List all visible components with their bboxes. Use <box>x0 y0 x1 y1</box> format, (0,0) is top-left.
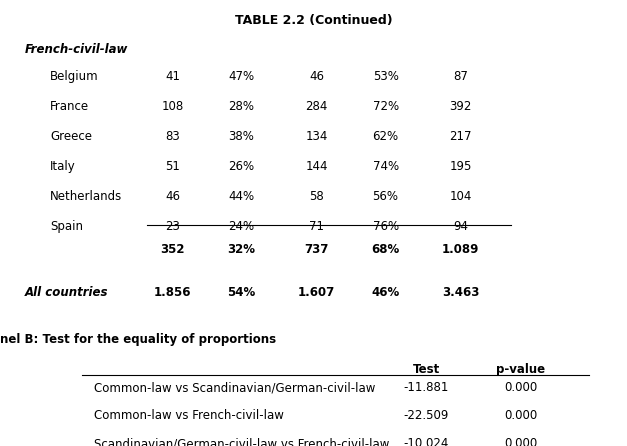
Text: 3.463: 3.463 <box>442 286 480 299</box>
Text: 217: 217 <box>450 130 472 143</box>
Text: 144: 144 <box>305 160 328 173</box>
Text: 284: 284 <box>305 100 328 113</box>
Text: 56%: 56% <box>372 190 399 203</box>
Text: Scandinavian/German-civil-law vs French-civil-law: Scandinavian/German-civil-law vs French-… <box>94 437 389 446</box>
Text: 1.089: 1.089 <box>442 243 480 256</box>
Text: 58: 58 <box>309 190 324 203</box>
Text: 104: 104 <box>450 190 472 203</box>
Text: 38%: 38% <box>228 130 255 143</box>
Text: 32%: 32% <box>228 243 255 256</box>
Text: -10.024: -10.024 <box>404 437 449 446</box>
Text: France: France <box>50 100 89 113</box>
Text: 94: 94 <box>453 220 468 233</box>
Text: 47%: 47% <box>228 70 255 83</box>
Text: Belgium: Belgium <box>50 70 99 83</box>
Text: 46: 46 <box>309 70 324 83</box>
Text: Greece: Greece <box>50 130 92 143</box>
Text: Common-law vs French-civil-law: Common-law vs French-civil-law <box>94 409 284 422</box>
Text: 83: 83 <box>165 130 180 143</box>
Text: TABLE 2.2 (Continued): TABLE 2.2 (Continued) <box>234 13 393 27</box>
Text: 28%: 28% <box>228 100 255 113</box>
Text: Common-law vs Scandinavian/German-civil-law: Common-law vs Scandinavian/German-civil-… <box>94 381 376 394</box>
Text: French-civil-law: French-civil-law <box>25 43 129 56</box>
Text: nel B: Test for the equality of proportions: nel B: Test for the equality of proporti… <box>0 333 276 347</box>
Text: 46: 46 <box>165 190 180 203</box>
Text: 1.607: 1.607 <box>298 286 335 299</box>
Text: 68%: 68% <box>371 243 400 256</box>
Text: Netherlands: Netherlands <box>50 190 122 203</box>
Text: 54%: 54% <box>227 286 256 299</box>
Text: 71: 71 <box>309 220 324 233</box>
Text: Test: Test <box>413 363 440 376</box>
Text: 44%: 44% <box>228 190 255 203</box>
Text: 72%: 72% <box>372 100 399 113</box>
Text: 392: 392 <box>450 100 472 113</box>
Text: 1.856: 1.856 <box>154 286 191 299</box>
Text: 76%: 76% <box>372 220 399 233</box>
Text: 51: 51 <box>165 160 180 173</box>
Text: 108: 108 <box>161 100 184 113</box>
Text: All countries: All countries <box>25 286 108 299</box>
Text: 53%: 53% <box>372 70 399 83</box>
Text: Italy: Italy <box>50 160 76 173</box>
Text: Spain: Spain <box>50 220 83 233</box>
Text: 24%: 24% <box>228 220 255 233</box>
Text: -22.509: -22.509 <box>404 409 449 422</box>
Text: 0.000: 0.000 <box>503 437 537 446</box>
Text: 352: 352 <box>160 243 185 256</box>
Text: 74%: 74% <box>372 160 399 173</box>
Text: 195: 195 <box>450 160 472 173</box>
Text: 0.000: 0.000 <box>503 381 537 394</box>
Text: 41: 41 <box>165 70 180 83</box>
Text: 737: 737 <box>305 243 329 256</box>
Text: 62%: 62% <box>372 130 399 143</box>
Text: 134: 134 <box>305 130 328 143</box>
Text: -11.881: -11.881 <box>404 381 449 394</box>
Text: 87: 87 <box>453 70 468 83</box>
Text: 46%: 46% <box>371 286 400 299</box>
Text: 23: 23 <box>165 220 180 233</box>
Text: 0.000: 0.000 <box>503 409 537 422</box>
Text: 26%: 26% <box>228 160 255 173</box>
Text: p-value: p-value <box>496 363 545 376</box>
